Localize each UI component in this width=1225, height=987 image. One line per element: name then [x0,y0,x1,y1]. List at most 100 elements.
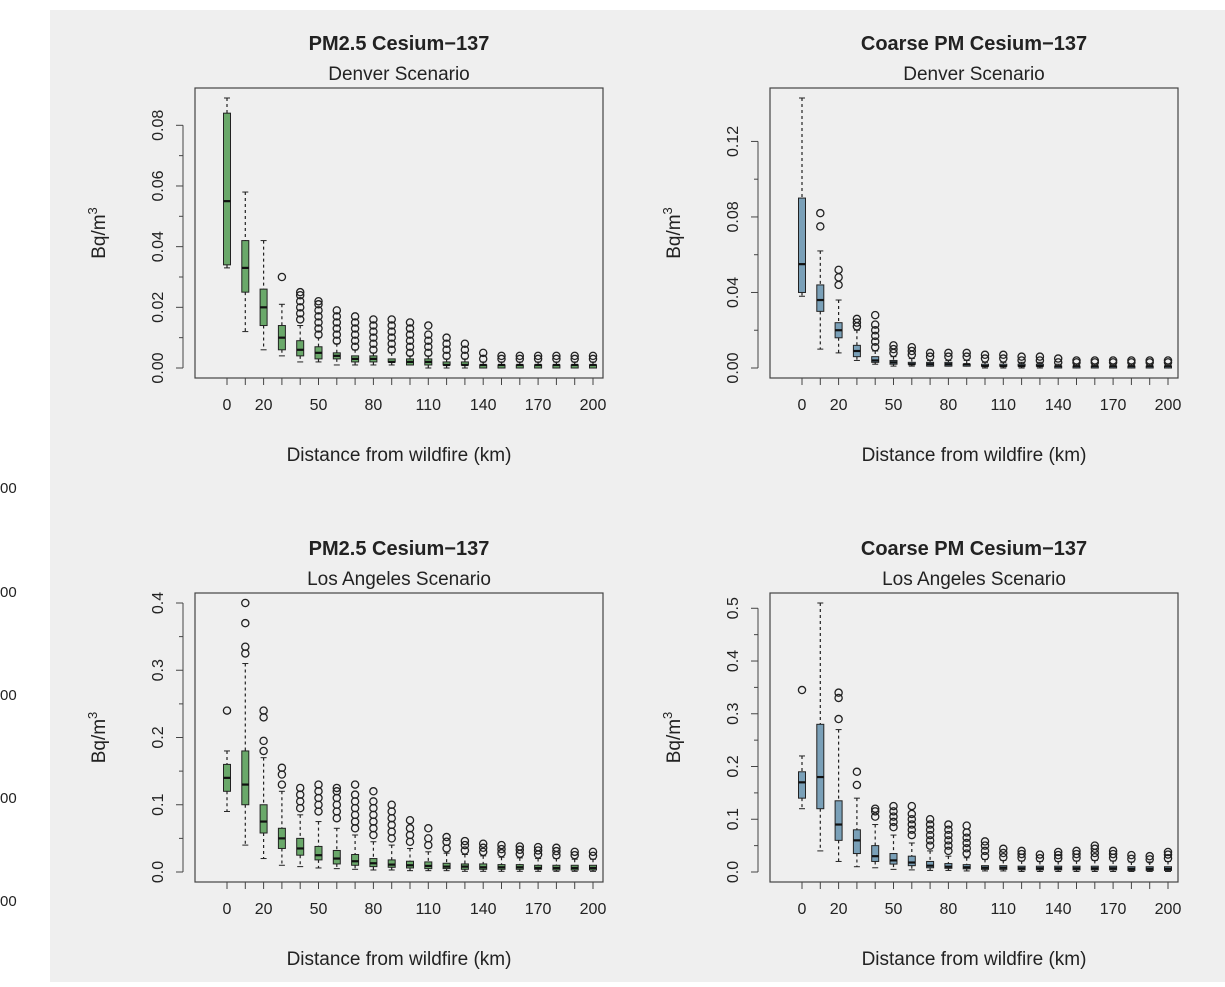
y-tick-label: 0.4 [725,650,742,672]
box-outlier [870,804,880,813]
box-outlier [332,312,342,321]
box-outlier [350,318,360,327]
box [834,265,843,354]
x-tick-label: 170 [1100,397,1127,414]
box-body [907,855,916,867]
box-outlier [944,348,953,358]
box [870,804,880,869]
x-tick-label: 170 [525,397,552,414]
box-outlier [442,345,451,355]
box-outlier [889,822,898,832]
x-tick-label: 140 [470,397,497,414]
box-outlier [1163,854,1173,863]
stray-tick-label: 00 [0,480,17,497]
box-outlier [925,841,935,850]
box-outlier [797,685,807,695]
box [1035,352,1045,369]
box-outlier [460,846,470,855]
box-outlier [870,337,880,346]
box [834,688,843,862]
box-outlier [241,618,250,628]
box-outlier [1163,850,1173,859]
stray-tick-labels: 00 00 00 00 00 [0,480,17,910]
box-outlier [387,339,396,348]
box-outlier [460,351,470,361]
box [295,287,305,363]
x-tick-label: 20 [255,397,273,414]
plot-background [50,10,1225,982]
box-outlier [405,342,415,352]
box [980,350,990,369]
box [552,351,561,369]
y-axis-label-exponent: 3 [660,207,675,214]
y-tick-label: 0.2 [150,726,167,748]
box-outlier [962,844,971,853]
y-axis-label-unit: Bq/m [664,214,685,258]
box-outlier [277,780,287,789]
stray-tick-label: 00 [0,790,17,807]
box-outlier [889,812,898,821]
box-outlier [332,336,342,345]
box-outlier [369,345,378,355]
x-axis-label: Distance from wildfire (km) [287,949,512,970]
box-outlier [478,354,488,364]
box-outlier [1053,850,1063,860]
box-outlier [277,763,287,773]
box-outlier [925,830,935,840]
box-outlier [588,354,598,364]
box-outlier [460,345,470,355]
box-outlier [1090,356,1100,365]
box-outlier [442,832,451,842]
box-outlier [1127,356,1136,365]
box-outlier [944,825,953,835]
box-outlier [387,333,396,342]
box [478,839,488,872]
box-outlier [1053,358,1063,367]
box-body [259,804,268,834]
box-outlier [350,790,360,799]
box [277,763,287,866]
x-tick-label: 200 [1155,901,1182,918]
box [1072,846,1081,872]
box-outlier [515,351,525,361]
box-outlier [552,843,561,853]
box-outlier [1035,352,1045,361]
y-tick-label: 0.2 [725,755,742,777]
box-outlier [259,746,268,756]
box [980,837,990,872]
box-outlier [350,324,360,333]
box-outlier [295,309,305,318]
box-outlier [1053,847,1063,857]
box-outlier [925,820,935,829]
box-outlier [314,297,323,306]
box-outlier [387,345,396,355]
box [816,602,825,852]
box-outlier [478,843,488,853]
box-outlier [1017,846,1026,856]
box-outlier [314,780,323,789]
box-outlier [907,809,917,819]
box [405,318,415,366]
chart-title: Coarse PM Cesium−137 [861,33,1087,55]
box-outlier [870,325,880,335]
box-outlier [387,327,396,336]
box [1163,847,1173,872]
x-tick-label: 110 [991,397,1017,414]
box-outlier [1108,849,1118,859]
box [1090,356,1100,369]
chart-title: Coarse PM Cesium−137 [861,538,1087,560]
y-tick-label: 0.00 [150,352,167,383]
x-tick-label: 80 [365,397,383,414]
y-tick-label: 0.1 [725,808,742,830]
box-outlier [944,830,953,840]
y-axis-label-unit: Bq/m [664,719,685,763]
x-tick-label: 140 [1045,901,1072,918]
x-tick-label: 50 [310,397,328,414]
box-outlier [999,852,1008,862]
box [223,97,231,269]
box [1053,847,1063,872]
chart-title: PM2.5 Cesium−137 [309,538,490,560]
box-outlier [999,350,1008,360]
box-body [296,837,305,856]
y-tick-label: 0.08 [725,201,742,232]
